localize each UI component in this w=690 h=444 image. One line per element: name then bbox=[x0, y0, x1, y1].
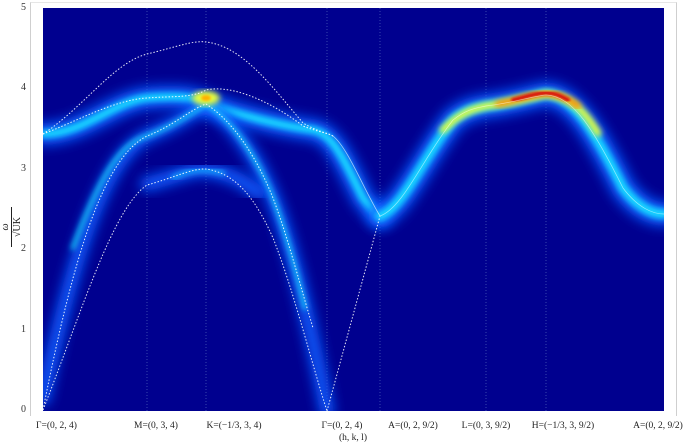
x-tick-m: M=(0, 3, 4) bbox=[134, 421, 178, 431]
x-tick-a-2: A=(0, 2, 9/2) bbox=[633, 421, 683, 431]
y-label-denominator: √UK bbox=[12, 217, 23, 237]
y-tick-1: 1 bbox=[21, 324, 26, 335]
heatmap-plot bbox=[43, 8, 664, 411]
x-tick-a-1: A=(0, 2, 9/2) bbox=[388, 421, 438, 431]
y-tick-5: 5 bbox=[21, 2, 26, 13]
x-axis-label: (h, k, l) bbox=[339, 433, 367, 443]
x-tick-gamma-1: Γ=(0, 2, 4) bbox=[36, 421, 77, 431]
y-tick-3: 3 bbox=[21, 163, 26, 174]
x-tick-h: H=(−1/3, 3, 9/2) bbox=[531, 421, 595, 431]
y-label-numerator: ω bbox=[0, 207, 12, 247]
plot-frame bbox=[30, 2, 677, 416]
y-axis-label: ω √UK bbox=[0, 207, 24, 247]
dispersion-curves bbox=[43, 41, 664, 411]
x-tick-gamma-2: Γ=(0, 2, 4) bbox=[321, 421, 363, 431]
y-tick-2: 2 bbox=[21, 243, 26, 254]
x-tick-l: L=(0, 3, 9/2) bbox=[461, 421, 511, 431]
y-tick-4: 4 bbox=[21, 82, 26, 93]
x-tick-k: K=(−1/3, 3, 4) bbox=[206, 421, 262, 431]
y-tick-0: 0 bbox=[21, 404, 26, 415]
plot-background bbox=[43, 8, 664, 411]
